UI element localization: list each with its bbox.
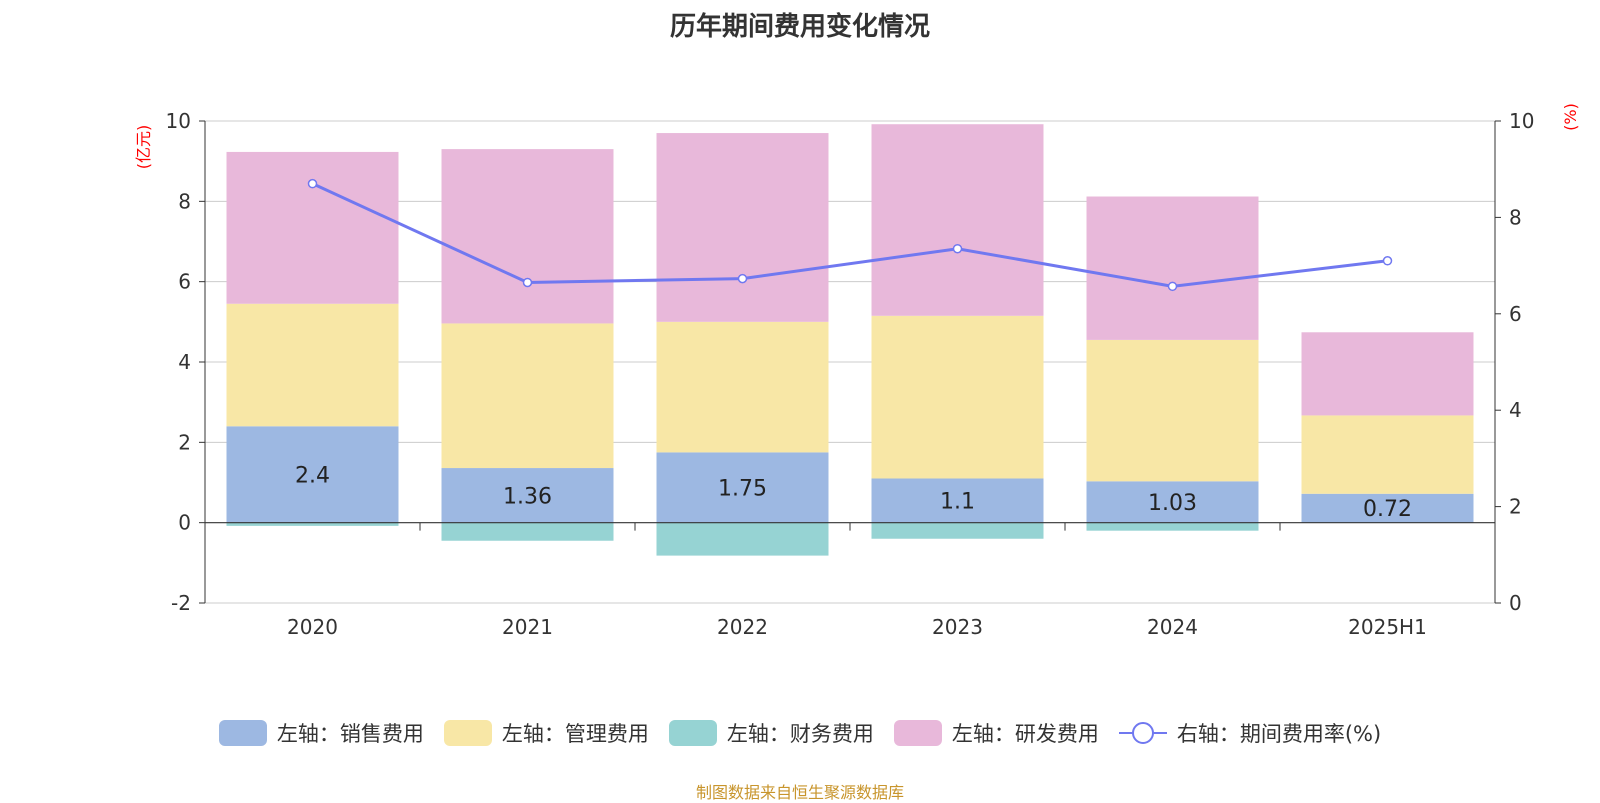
bar-segment	[1086, 339, 1259, 482]
rate-line	[307, 178, 1393, 292]
left-axis-tick-label: -2	[171, 591, 191, 615]
x-axis-tick-label: 2023	[932, 615, 983, 639]
legend-item[interactable]: 左轴：财务费用	[668, 718, 874, 748]
chart-title: 历年期间费用变化情况	[669, 12, 930, 42]
right-axis-tick-label: 2	[1509, 495, 1522, 519]
bar-segment	[441, 468, 614, 523]
bar-segment	[1301, 415, 1474, 494]
bar-segment	[871, 522, 1044, 539]
left-axis-tick-label: 2	[178, 430, 191, 454]
bar-segment	[1086, 522, 1259, 531]
x-axis-tick-label: 2020	[287, 615, 338, 639]
bar-segment	[871, 478, 1044, 523]
legend-swatch	[218, 720, 267, 746]
rate-point	[1167, 281, 1178, 292]
bar-segment	[656, 522, 829, 556]
legend-item[interactable]: 左轴：管理费用	[443, 718, 649, 748]
bar-segment	[226, 522, 399, 526]
left-axis-unit: (亿元)	[134, 125, 153, 170]
legend-label: 左轴：研发费用	[951, 722, 1099, 746]
legend-swatch	[893, 720, 942, 746]
left-axis-tick-label: 8	[178, 189, 191, 213]
legend: 左轴：销售费用 左轴：管理费用 左轴：财务费用 左轴：研发费用 右轴：期间费用率(%)	[0, 718, 1600, 748]
bar-segment	[441, 149, 614, 324]
data-labels: 2.4 1.36 1.75 1.1 1.03 0.72	[295, 463, 1412, 522]
legend-line-marker	[1118, 722, 1167, 744]
left-axis-tick-label: 0	[178, 511, 191, 535]
bar-segment	[1301, 332, 1474, 416]
bar-segment	[1086, 481, 1259, 523]
bar-segment	[656, 452, 829, 523]
bar-segment	[441, 323, 614, 469]
left-axis-tick-label: 10	[166, 109, 191, 133]
right-axis-tick-label: 0	[1509, 591, 1522, 615]
x-axis-tick-label: 2025H1	[1348, 615, 1427, 639]
right-axis-tick-label: 8	[1509, 205, 1522, 229]
right-axis-unit: (%)	[1561, 103, 1580, 131]
legend-label: 左轴：销售费用	[276, 722, 424, 746]
rate-polyline	[311, 182, 1388, 288]
right-axis-tick-label: 10	[1509, 109, 1534, 133]
legend-label: 右轴：期间费用率(%)	[1176, 722, 1382, 746]
legend-item[interactable]: 左轴：研发费用	[893, 718, 1099, 748]
legend-item[interactable]: 右轴：期间费用率(%)	[1118, 718, 1382, 748]
legend-swatch	[443, 720, 492, 746]
rate-point	[1382, 256, 1393, 266]
legend-label: 左轴：财务费用	[726, 722, 874, 746]
right-axis-tick-label: 6	[1509, 302, 1522, 326]
bar-value-label: 1.1	[940, 490, 975, 515]
rate-point	[307, 178, 318, 189]
grid-lines	[205, 120, 1495, 604]
left-axis-tick-label: 4	[178, 350, 191, 374]
bar-segment	[1301, 493, 1474, 523]
bar-segment	[226, 303, 399, 427]
source-note: 制图数据来自恒生聚源数据库	[695, 783, 904, 802]
axes: -2 0 2 4 6 8 10 0 2 4 6 8 10 (亿元) (%) 2020 2021 2022 2023 2…	[134, 103, 1580, 639]
bar-value-label: 2.4	[295, 463, 330, 488]
rate-point	[737, 273, 748, 284]
legend-item[interactable]: 左轴：销售费用	[218, 718, 424, 748]
legend-swatch	[668, 720, 717, 746]
bar-segment	[1086, 196, 1259, 340]
right-axis-tick-label: 4	[1509, 398, 1522, 422]
left-axis-tick-label: 6	[178, 270, 191, 294]
bar-segment	[871, 315, 1044, 479]
rate-point	[952, 243, 963, 254]
x-axis-tick-label: 2022	[717, 615, 768, 639]
bar-segment	[441, 522, 614, 541]
legend-label: 左轴：管理费用	[501, 722, 649, 746]
bar-segment	[871, 124, 1044, 316]
bar-value-label: 0.72	[1363, 497, 1412, 522]
bar-value-label: 1.75	[718, 477, 767, 502]
x-axis-tick-label: 2024	[1147, 615, 1198, 639]
rate-point	[522, 277, 533, 288]
x-axis-tick-label: 2021	[502, 615, 553, 639]
bar-value-label: 1.36	[503, 484, 552, 509]
bar-segment	[656, 133, 829, 322]
bars	[226, 124, 1474, 556]
bar-segment	[226, 426, 399, 523]
bar-segment	[656, 321, 829, 453]
bar-value-label: 1.03	[1148, 491, 1197, 516]
bar-segment	[226, 151, 399, 304]
